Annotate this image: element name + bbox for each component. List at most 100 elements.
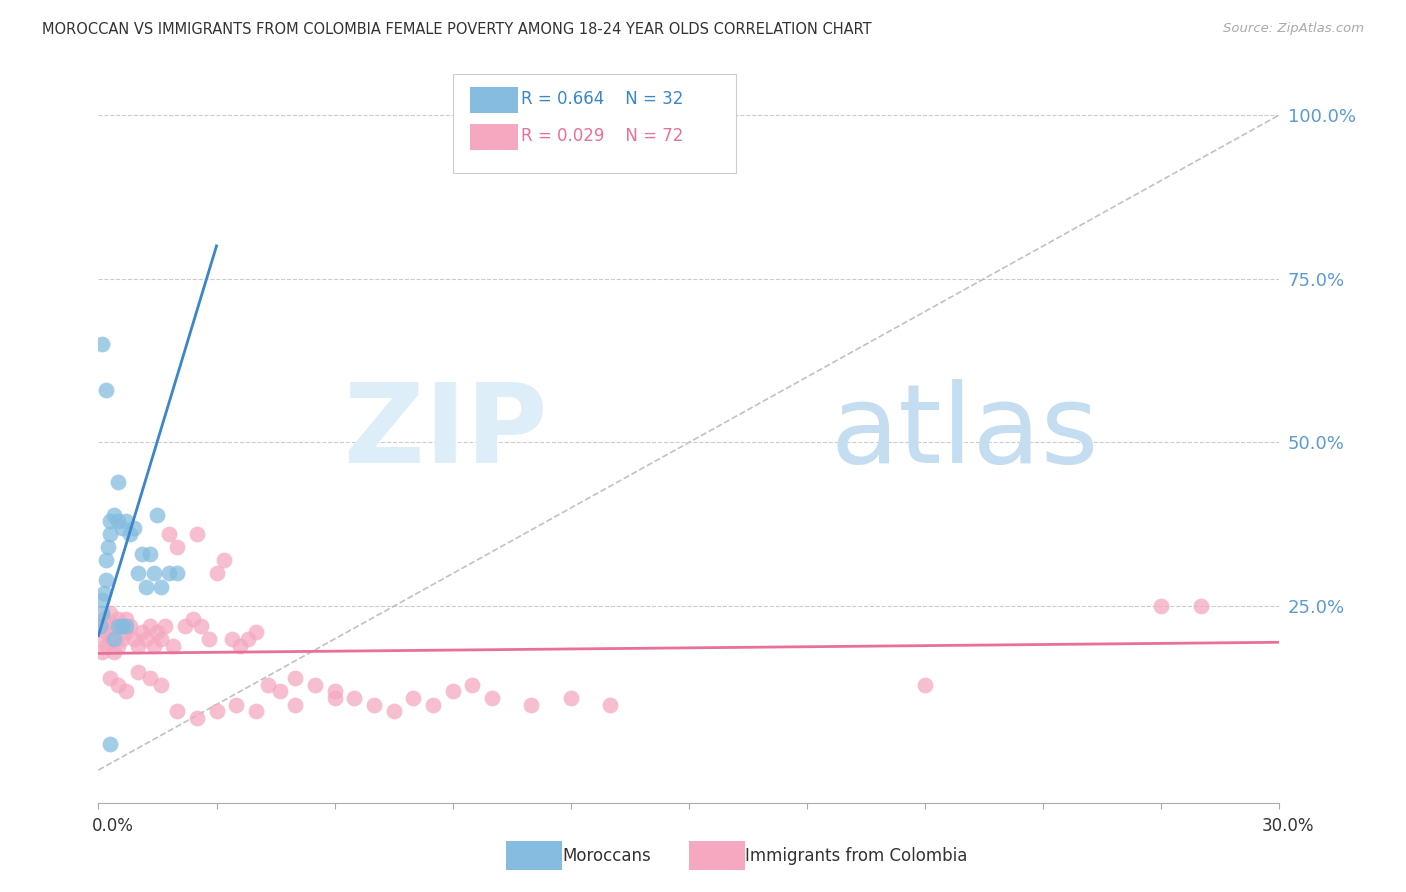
Point: [382, 704, 405, 718]
Point: [155, 619, 177, 633]
Point: [96, 553, 118, 567]
Point: [131, 625, 153, 640]
Point: [98, 527, 121, 541]
Text: R = 0.029    N = 72: R = 0.029 N = 72: [522, 128, 683, 145]
Point: [284, 671, 307, 685]
Point: [441, 684, 464, 698]
Point: [245, 625, 267, 640]
Point: [118, 619, 141, 633]
Point: [115, 612, 138, 626]
Point: [118, 527, 141, 541]
FancyBboxPatch shape: [471, 124, 517, 150]
Point: [422, 698, 444, 712]
Point: [127, 639, 149, 653]
Point: [91, 337, 114, 351]
Point: [111, 521, 134, 535]
Point: [93, 586, 115, 600]
Point: [96, 625, 118, 640]
Point: [157, 566, 180, 581]
Point: [304, 678, 326, 692]
Point: [599, 698, 621, 712]
Point: [98, 671, 121, 685]
Point: [122, 521, 145, 535]
Point: [174, 619, 197, 633]
Point: [197, 632, 219, 646]
Point: [221, 632, 243, 646]
Point: [150, 678, 173, 692]
Point: [245, 704, 267, 718]
Text: 30.0%: 30.0%: [1263, 817, 1315, 835]
Point: [91, 592, 114, 607]
Point: [205, 704, 228, 718]
Point: [363, 698, 385, 712]
Point: [146, 508, 169, 522]
Point: [98, 514, 121, 528]
Text: ZIP: ZIP: [344, 379, 547, 486]
Point: [107, 678, 129, 692]
Point: [107, 639, 129, 653]
Point: [111, 632, 134, 646]
Point: [89, 632, 111, 646]
Point: [157, 527, 180, 541]
Point: [1150, 599, 1173, 614]
Point: [103, 508, 125, 522]
Point: [146, 625, 169, 640]
Text: Moroccans: Moroccans: [562, 847, 651, 865]
Point: [107, 475, 129, 489]
Point: [103, 645, 125, 659]
Point: [269, 684, 291, 698]
Point: [135, 580, 157, 594]
Point: [323, 690, 346, 705]
Text: MOROCCAN VS IMMIGRANTS FROM COLOMBIA FEMALE POVERTY AMONG 18-24 YEAR OLDS CORREL: MOROCCAN VS IMMIGRANTS FROM COLOMBIA FEM…: [42, 22, 872, 37]
Point: [229, 639, 252, 653]
Point: [190, 619, 212, 633]
Point: [107, 514, 129, 528]
Point: [186, 527, 208, 541]
Text: Immigrants from Colombia: Immigrants from Colombia: [745, 847, 967, 865]
Point: [115, 514, 138, 528]
Point: [138, 619, 160, 633]
Point: [127, 665, 149, 679]
Point: [256, 678, 278, 692]
Point: [96, 383, 118, 397]
Point: [111, 619, 134, 633]
FancyBboxPatch shape: [453, 73, 737, 173]
Point: [98, 606, 121, 620]
Point: [166, 566, 188, 581]
Point: [91, 619, 114, 633]
FancyBboxPatch shape: [471, 87, 517, 112]
Point: [914, 678, 936, 692]
Point: [142, 566, 165, 581]
Point: [205, 566, 228, 581]
Point: [166, 541, 188, 555]
Point: [127, 566, 149, 581]
Point: [98, 632, 121, 646]
Point: [111, 619, 134, 633]
Point: [135, 632, 157, 646]
Point: [96, 573, 118, 587]
Point: [225, 698, 247, 712]
Text: Source: ZipAtlas.com: Source: ZipAtlas.com: [1223, 22, 1364, 36]
Point: [162, 639, 184, 653]
Point: [91, 645, 114, 659]
Point: [138, 547, 160, 561]
Point: [138, 671, 160, 685]
Point: [91, 606, 114, 620]
Point: [115, 619, 138, 633]
Point: [122, 632, 145, 646]
Point: [107, 612, 129, 626]
Point: [150, 632, 173, 646]
Point: [142, 639, 165, 653]
Point: [115, 684, 138, 698]
Point: [1189, 599, 1212, 614]
Point: [98, 737, 121, 751]
Point: [461, 678, 484, 692]
Text: atlas: atlas: [831, 379, 1099, 486]
Point: [402, 690, 425, 705]
Point: [520, 698, 543, 712]
Point: [115, 625, 138, 640]
Point: [166, 704, 188, 718]
Point: [103, 619, 125, 633]
Point: [481, 690, 503, 705]
Text: 0.0%: 0.0%: [91, 817, 134, 835]
